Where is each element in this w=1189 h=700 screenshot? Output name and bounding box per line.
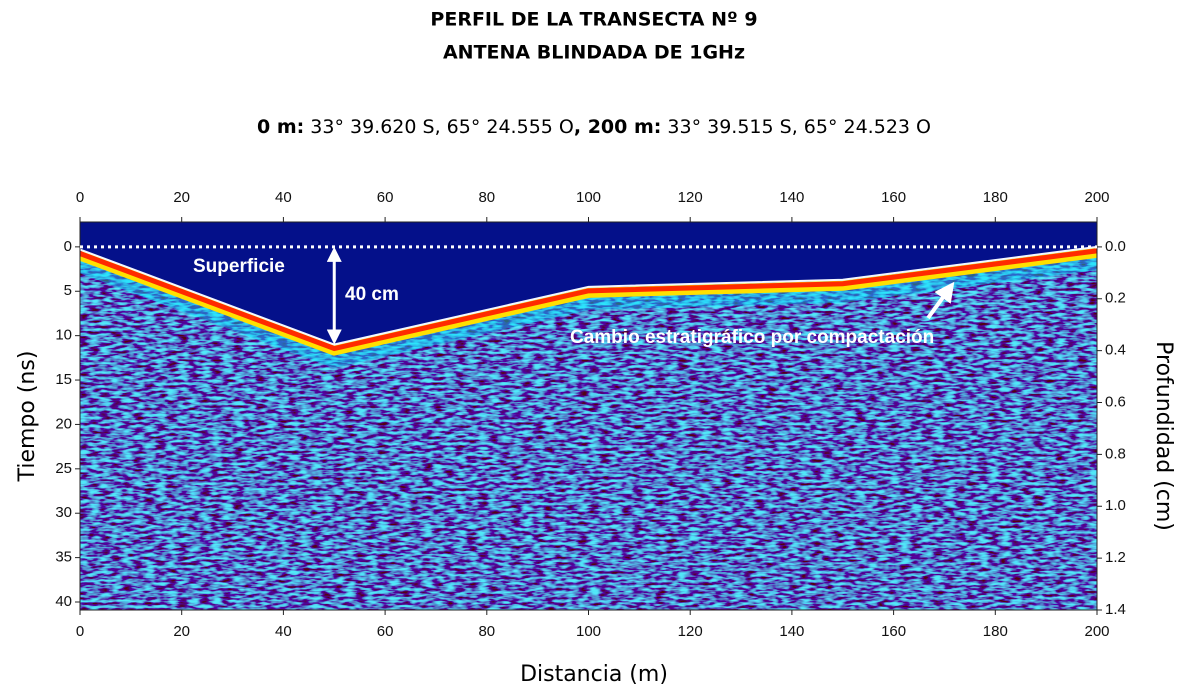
x-tick-label-top: 40 (275, 189, 292, 206)
x-tick-label: 80 (478, 623, 495, 640)
x-tick-label-top: 20 (173, 189, 190, 206)
x-tick-label: 20 (173, 623, 190, 640)
annotation: Cambio estratigráfico por compactación (570, 327, 934, 348)
y2-tick-label: 0.4 (1105, 342, 1126, 359)
subtitle: 0 m: 33° 39.620 S, 65° 24.555 O, 200 m: … (257, 116, 931, 138)
annotation: Superficie (193, 256, 285, 277)
x-tick-label: 160 (881, 623, 906, 640)
y-axis-label: Tiempo (ns) (15, 351, 40, 483)
y2-tick-label: 0.8 (1105, 445, 1126, 462)
subtitle-part: 33° 39.620 S, 65° 24.555 O (304, 116, 574, 138)
y-tick-label: 30 (55, 504, 72, 521)
y-tick-label: 15 (55, 371, 72, 388)
y-tick-label: 35 (55, 549, 72, 566)
x-tick-label-top: 140 (779, 189, 804, 206)
x-tick-label-top: 60 (377, 189, 394, 206)
y2-tick-label: 0.6 (1105, 393, 1126, 410)
y2-tick-label: 1.0 (1105, 497, 1126, 514)
x-tick-label: 40 (275, 623, 292, 640)
x-axis-label: Distancia (m) (520, 662, 668, 687)
x-tick-label: 100 (576, 623, 601, 640)
subtitle-part: 0 m: (257, 116, 304, 138)
y2-tick-label: 0.0 (1105, 238, 1126, 255)
x-tick-label-top: 180 (983, 189, 1008, 206)
y-tick-label: 25 (55, 460, 72, 477)
y2-tick-label: 1.2 (1105, 549, 1126, 566)
x-tick-label: 120 (678, 623, 703, 640)
title-line: ANTENA BLINDADA DE 1GHz (443, 42, 745, 64)
x-tick-label-top: 80 (478, 189, 495, 206)
y-tick-label: 40 (55, 593, 72, 610)
annotation: 40 cm (345, 284, 399, 305)
y2-tick-label: 0.2 (1105, 290, 1126, 307)
y-tick-label: 10 (55, 327, 72, 344)
y-tick-label: 5 (64, 282, 72, 299)
subtitle-part: , 200 m: (574, 116, 662, 138)
title-line: PERFIL DE LA TRANSECTA Nº 9 (430, 9, 757, 31)
reflector-glow (80, 247, 1097, 368)
y2-axis-label: Profundidad (cm) (1151, 341, 1176, 531)
x-tick-label-top: 100 (576, 189, 601, 206)
reflector (80, 248, 1097, 352)
subtitle-part: 33° 39.515 S, 65° 24.523 O (661, 116, 931, 138)
y2-tick-label: 1.4 (1105, 601, 1126, 618)
plot-area (80, 222, 1097, 610)
x-tick-label-top: 200 (1084, 189, 1109, 206)
x-tick-label: 140 (779, 623, 804, 640)
x-tick-label: 180 (983, 623, 1008, 640)
x-tick-label-top: 160 (881, 189, 906, 206)
x-tick-label: 0 (76, 623, 84, 640)
x-tick-label-top: 120 (678, 189, 703, 206)
x-tick-label-top: 0 (76, 189, 84, 206)
pointer-arrow (926, 281, 955, 320)
y-tick-label: 0 (64, 238, 72, 255)
x-tick-label: 200 (1084, 623, 1109, 640)
surface-line (80, 245, 1097, 346)
y-tick-label: 20 (55, 415, 72, 432)
x-tick-label: 60 (377, 623, 394, 640)
